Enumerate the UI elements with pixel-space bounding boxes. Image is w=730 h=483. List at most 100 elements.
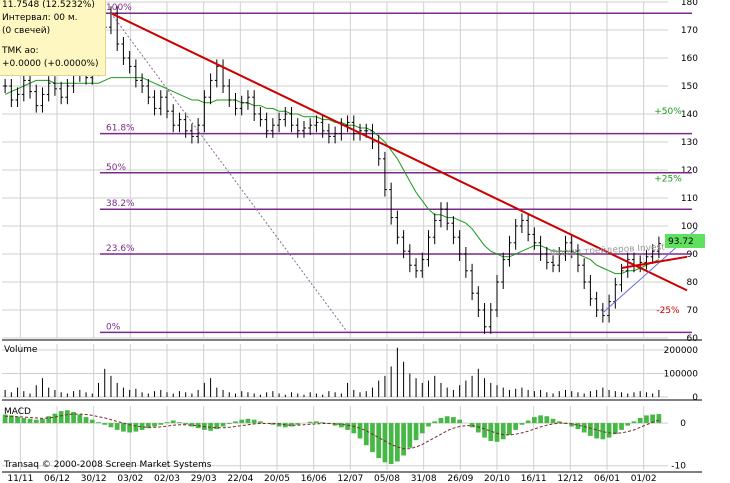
- price-bar: [158, 90, 163, 116]
- price-bar: [569, 235, 574, 259]
- price-tick-label: 70: [687, 306, 699, 316]
- price-bar: [407, 244, 412, 273]
- price-bar: [314, 115, 319, 133]
- price-bar: [9, 79, 14, 107]
- price-bar: [457, 230, 462, 261]
- price-bar: [308, 118, 313, 135]
- price-bar: [594, 291, 599, 317]
- copyright-label: Transaq © 2000-2008 Screen Market System…: [3, 460, 212, 470]
- price-bar: [15, 87, 20, 107]
- price-bar: [650, 244, 655, 264]
- x-axis: 11/11 06/12 30/12 03/02 02/03 29/03 22/04 20/05…: [7, 474, 656, 483]
- price-bar: [40, 87, 45, 113]
- price-bar: [258, 107, 263, 127]
- price-bar: [65, 79, 70, 105]
- price-bar: [644, 249, 649, 270]
- price-tick-label: 120: [681, 166, 698, 176]
- macd-signal-line: [5, 413, 660, 450]
- x-tick-label: 01/02: [631, 474, 657, 483]
- x-tick-label: 29/03: [191, 474, 217, 483]
- price-bar: [326, 123, 331, 144]
- x-tick-label: 11/11: [7, 474, 33, 483]
- price-bar: [46, 76, 51, 102]
- price-bar: [538, 235, 543, 261]
- price-bar: [414, 258, 419, 278]
- price-bar: [177, 112, 182, 133]
- price-tick-label: 110: [681, 194, 698, 204]
- price-bar: [59, 81, 64, 105]
- volume-tick-label: 200000: [664, 346, 699, 356]
- price-bar: [196, 118, 201, 144]
- info-box: 11.7548 (12.5232%) Интервал: 00 м. (0 св…: [0, 0, 106, 76]
- price-bar: [519, 213, 524, 233]
- price-bar: [239, 95, 244, 116]
- price-bar: [563, 235, 568, 261]
- fib-label: 38.2%: [106, 199, 135, 209]
- price-bar: [582, 258, 587, 289]
- uptrend-line: [621, 255, 688, 269]
- volume-panel: 0 100000 200000: [0, 342, 730, 403]
- price-badge-label: 93.72: [668, 237, 694, 247]
- price-bar: [245, 90, 250, 110]
- price-bar: [34, 84, 39, 113]
- percent-label: +50%: [654, 107, 682, 117]
- price-bar: [395, 210, 400, 245]
- price-bar: [252, 90, 257, 121]
- price-bar: [270, 118, 275, 138]
- price-bar: [557, 247, 562, 273]
- price-bar: [420, 252, 425, 278]
- price-bar: [189, 123, 194, 144]
- price-bar: [482, 303, 487, 334]
- price-tick-label: 130: [681, 138, 698, 148]
- price-bar: [488, 303, 493, 334]
- price-bar: [146, 79, 151, 105]
- price-bar: [183, 112, 188, 138]
- percent-label: +25%: [654, 174, 682, 184]
- price-bar: [451, 216, 456, 245]
- price-bar: [320, 115, 325, 138]
- price-panel: 60 70 80 90 100 110 120 130 140 150 160 170 180 100% 6…: [2, 0, 702, 344]
- info-ticker: ТМК ао:: [2, 46, 39, 56]
- price-bar: [133, 59, 138, 88]
- x-tick-label: 12/07: [337, 474, 363, 483]
- price-bar: [289, 107, 294, 133]
- price-tick-label: 100: [681, 222, 698, 232]
- x-tick-label: 30/12: [81, 474, 107, 483]
- downtrend-line: [110, 12, 688, 292]
- price-tick-label: 60: [687, 334, 699, 344]
- price-bar: [351, 115, 356, 141]
- price-bar: [432, 213, 437, 245]
- volume-tick-label: 0: [692, 393, 698, 403]
- price-bar: [526, 213, 531, 242]
- price-tick-label: 170: [681, 26, 698, 36]
- price-bar: [607, 294, 612, 323]
- price-bar: [227, 79, 232, 107]
- x-tick-label: 05/08: [374, 474, 400, 483]
- price-bar: [656, 236, 661, 259]
- price-bar: [507, 235, 512, 267]
- x-tick-label: 03/02: [117, 474, 143, 483]
- price-tick-label: 140: [681, 110, 698, 120]
- volume-tick-label: 100000: [664, 370, 699, 380]
- price-bar: [575, 244, 580, 273]
- moving-average-line: [4, 77, 660, 275]
- price-bar: [283, 107, 288, 127]
- price-bar: [544, 247, 549, 270]
- percent-label: -25%: [656, 306, 680, 316]
- price-bar: [463, 247, 468, 278]
- price-bar: [382, 151, 387, 197]
- price-bar: [445, 202, 450, 231]
- price-bar: [370, 123, 375, 149]
- macd-tick-label: 0: [680, 419, 686, 429]
- fib-label: 50%: [106, 163, 126, 173]
- price-bar: [165, 90, 169, 119]
- price-bar: [140, 73, 145, 93]
- price-bar: [202, 90, 207, 133]
- macd-tick-label: -10: [671, 462, 686, 472]
- x-tick-label: 16/06: [301, 474, 327, 483]
- price-bar: [513, 219, 518, 250]
- price-bar: [28, 73, 33, 99]
- price-bar: [121, 37, 126, 65]
- x-tick-label: 26/09: [447, 474, 473, 483]
